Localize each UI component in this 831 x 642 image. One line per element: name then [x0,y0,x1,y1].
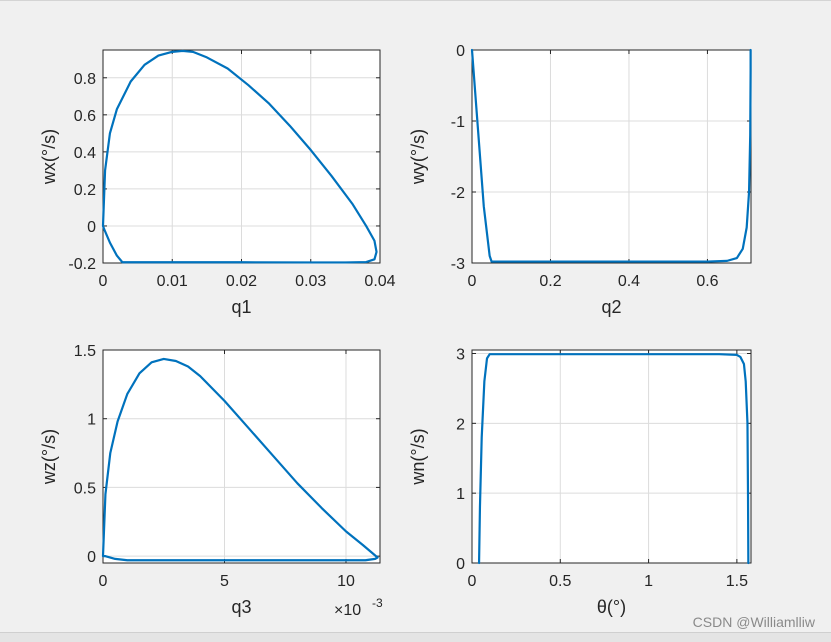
y-tick-label: -1 [451,114,465,131]
y-tick-label: -0.2 [68,256,96,273]
x-tick-label: 0 [99,573,108,590]
subplot-2: 0 0.2 0.4 0.6 -3 -2 -1 0 q2 wy(°/s) [408,43,752,317]
series-line [470,48,752,263]
watermark-text: CSDN @Williamlliw [692,614,815,630]
x-tick-label: 0 [99,273,108,290]
y-tick-label: 0.2 [74,182,96,199]
plot-area [103,350,380,563]
x-tick-label: 0.01 [157,273,188,290]
y-tick-label: 1.5 [74,343,96,360]
axes-box [471,349,752,564]
x-tick-label: 0.02 [226,273,257,290]
axes-box [102,349,381,564]
y-axis-label: wx(°/s) [39,129,59,185]
x-axis-label: q1 [231,297,251,317]
subplot-1: 0 0.01 0.02 0.03 0.04-0.200.20.40.60.8q1wx(°… [39,49,396,317]
y-tick-label: 2 [456,416,465,433]
series-line [101,49,378,264]
y-tick-label: 0 [87,219,96,236]
x-tick-label: 1.5 [726,573,748,590]
y-tick-label: 0.8 [74,71,96,88]
window-bottom-border [0,632,831,642]
window-top-border [0,0,831,1]
x-tick-label: 1 [644,573,653,590]
y-tick-label: 3 [456,346,465,363]
y-tick-label: 0 [456,43,465,60]
y-tick-label: 1 [456,486,465,503]
x-tick-label: 0.03 [295,273,326,290]
x-axis-label: θ(°) [597,597,626,617]
series-line [477,353,750,565]
x-tick-label: 0.04 [364,273,395,290]
y-tick-label: -2 [451,185,465,202]
x-tick-label: 5 [220,573,229,590]
y-tick-label: -3 [451,256,465,273]
y-axis-label: wy(°/s) [408,129,428,185]
x-exponent-label: ×10 [334,602,361,619]
y-axis-label: wz(°/s) [39,429,59,485]
plot-area [472,50,751,263]
y-tick-label: 0.5 [74,480,96,497]
x-tick-label: 0.6 [696,273,718,290]
x-tick-label: 0.5 [549,573,571,590]
x-tick-label: 0.4 [618,273,640,290]
y-tick-label: 0.6 [74,108,96,125]
y-tick-label: 1 [87,412,96,429]
y-tick-label: 0 [456,556,465,573]
subplot-3: 0 5 10 0 0.5 1 1.5 q3 wz(°/s) ×10 -3 [39,343,383,619]
x-axis-label: q2 [601,297,621,317]
axes-box [471,49,752,264]
x-exponent-power: -3 [372,596,383,610]
y-tick-label: 0 [87,549,96,566]
series-line [101,357,379,562]
x-tick-label: 10 [337,573,355,590]
x-tick-label: 0 [468,273,477,290]
x-tick-label: 0 [468,573,477,590]
subplot-4: 0 0.5 1 1.5 0 1 2 3 θ(°) wn(°/s) [408,346,752,617]
y-tick-label: 0.4 [74,145,96,162]
y-axis-label: wn(°/s) [408,428,428,485]
x-tick-label: 0.2 [539,273,561,290]
x-axis-label: q3 [231,597,251,617]
plot-area [472,350,751,563]
